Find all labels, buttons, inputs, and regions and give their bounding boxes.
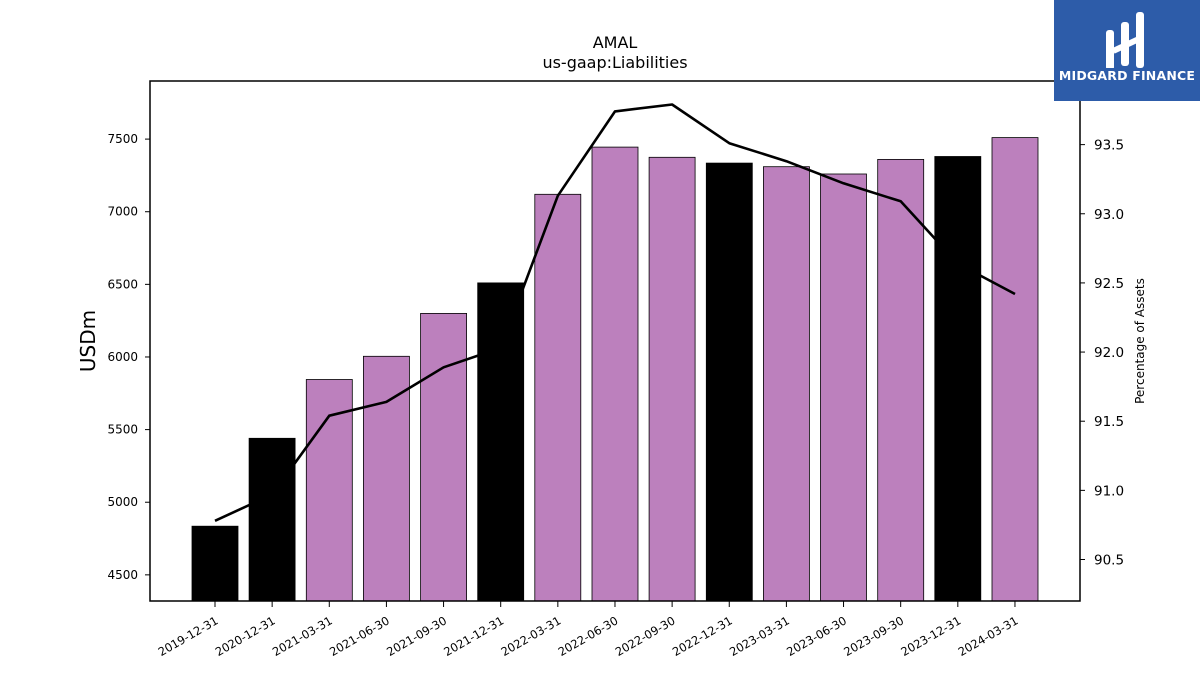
x-tick-label: 2019-12-31 xyxy=(156,613,221,659)
x-tick-label: 2023-03-31 xyxy=(727,613,792,659)
x-tick-label: 2024-03-31 xyxy=(956,613,1021,659)
x-tick-label: 2021-06-30 xyxy=(327,613,392,659)
x-tick-label: 2021-09-30 xyxy=(384,613,449,659)
bar-2022-06-30 xyxy=(591,146,639,602)
y2-tick-label: 92.0 xyxy=(1094,345,1124,361)
brand-name: MIDGARD FINANCE xyxy=(1058,68,1196,83)
y-tick-label: 5000 xyxy=(107,495,138,509)
bar-2019-12-31 xyxy=(191,525,239,602)
y-tick-label: 7000 xyxy=(107,205,138,219)
y2-tick-label: 93.5 xyxy=(1094,138,1124,154)
line-series xyxy=(214,103,1016,522)
bar-2022-09-30 xyxy=(648,156,696,602)
bar-2023-12-31 xyxy=(934,156,982,602)
chart-subtitle: us-gaap:Liabilities xyxy=(542,53,687,72)
percentage-line xyxy=(214,103,1016,522)
chart-title: AMAL xyxy=(593,33,638,52)
bar-2023-09-30 xyxy=(877,158,925,602)
x-tick-label: 2022-06-30 xyxy=(556,613,621,659)
bar-2024-03-31 xyxy=(991,137,1039,602)
x-tick-label: 2022-03-31 xyxy=(498,613,563,659)
x-tick-label: 2022-09-30 xyxy=(613,613,678,659)
y-tick-label: 7500 xyxy=(107,132,138,146)
bar-2021-09-30 xyxy=(420,312,468,602)
x-tick-label: 2023-12-31 xyxy=(898,613,963,659)
y-axis-right: 90.5 91.0 91.5 92.0 92.5 93.0 93.5 xyxy=(1080,138,1124,569)
bar-2021-12-31 xyxy=(477,282,525,602)
bar-2023-03-31 xyxy=(763,166,810,602)
bar-2022-03-31 xyxy=(534,193,582,602)
x-tick-label: 2023-09-30 xyxy=(841,613,906,659)
x-tick-label: 2020-12-31 xyxy=(213,613,278,659)
y2-axis-label: Percentage of Assets xyxy=(1133,278,1147,404)
bar-2023-06-30 xyxy=(820,173,867,602)
brand-mark-icon xyxy=(1106,12,1144,68)
y2-tick-label: 92.5 xyxy=(1094,276,1124,292)
bar-2020-12-31 xyxy=(248,437,296,602)
x-tick-label: 2022-12-31 xyxy=(670,613,735,659)
y2-tick-label: 91.5 xyxy=(1094,414,1124,430)
y2-tick-label: 93.0 xyxy=(1094,207,1124,223)
y-tick-label: 4500 xyxy=(107,568,138,582)
x-tick-label: 2021-12-31 xyxy=(441,613,506,659)
y-tick-label: 6000 xyxy=(107,350,138,364)
y2-tick-label: 91.0 xyxy=(1094,483,1124,499)
bar-series xyxy=(191,137,1039,602)
bar-2022-12-31 xyxy=(705,162,753,602)
x-axis: 2019-12-312020-12-312021-03-312021-06-30… xyxy=(156,601,1021,659)
x-tick-label: 2021-03-31 xyxy=(270,613,335,659)
y-tick-label: 5500 xyxy=(107,423,138,437)
y-tick-label: 6500 xyxy=(107,277,138,291)
y2-tick-label: 90.5 xyxy=(1094,553,1124,569)
y-axis-left: 4500 5000 5500 6000 6500 7000 7500 xyxy=(107,132,150,582)
y-axis-label: USDm xyxy=(76,310,100,372)
brand-logo: MIDGARD FINANCE xyxy=(1054,0,1200,101)
x-tick-label: 2023-06-30 xyxy=(784,613,849,659)
bar-2021-06-30 xyxy=(362,355,410,602)
